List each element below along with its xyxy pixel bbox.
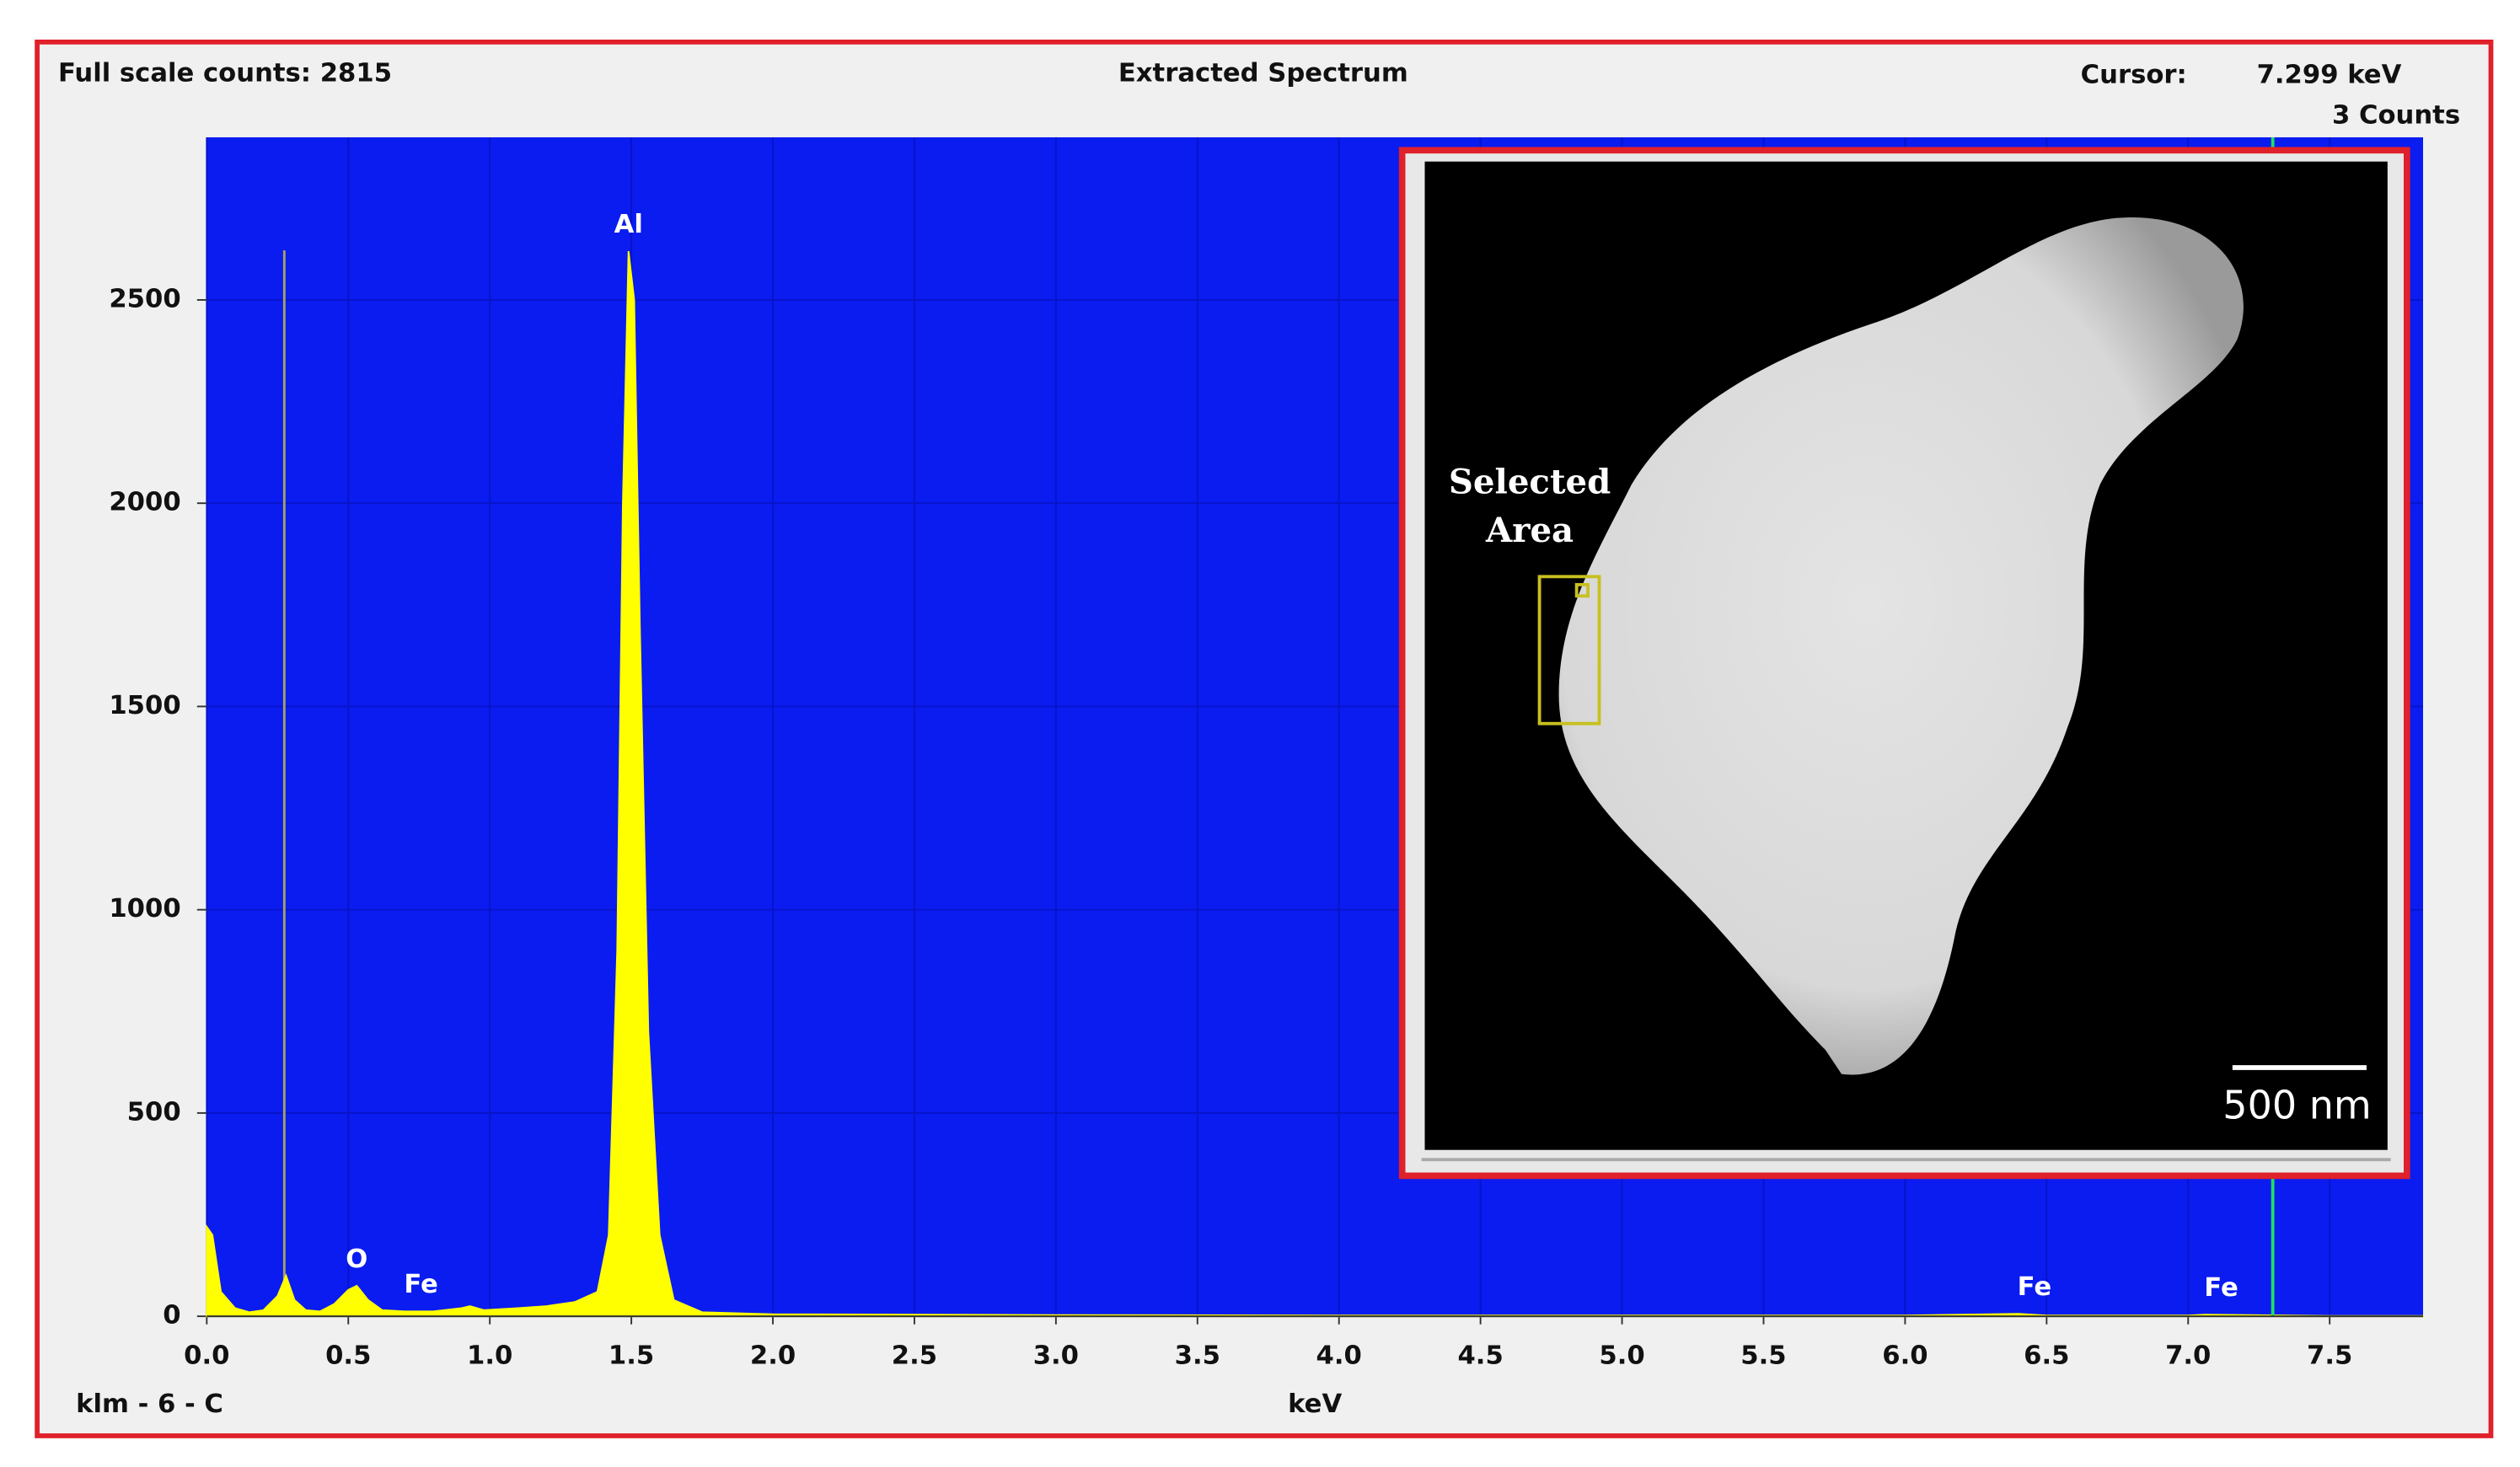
x-tick-label: 2.0: [750, 1341, 796, 1371]
x-tick-label: 5.0: [1599, 1341, 1644, 1371]
y-tick-label: 1500: [109, 691, 180, 720]
x-tick-label: 7.0: [2165, 1341, 2211, 1371]
cursor-label: Cursor:: [2081, 61, 2187, 90]
particle: [1558, 217, 2244, 1075]
y-tick-label: 2000: [109, 488, 180, 517]
peak-label: Fe: [404, 1270, 438, 1299]
inset: Selected Area 500 nm: [1398, 147, 2410, 1180]
x-tick-label: 4.5: [1457, 1341, 1503, 1371]
x-tick-label: 5.5: [1740, 1341, 1786, 1371]
cursor-counts: 3 Counts: [2332, 101, 2460, 131]
cursor-value: 7.299 keV: [2257, 61, 2402, 90]
x-tick-label: 2.5: [892, 1341, 937, 1371]
peak-label: O: [346, 1245, 367, 1274]
x-tick-label: 7.5: [2307, 1341, 2352, 1371]
x-tick-label: 3.0: [1033, 1341, 1079, 1371]
y-tick-label: 1000: [109, 894, 180, 924]
selected-area-box: [1537, 575, 1601, 725]
x-tick-label: 6.5: [2024, 1341, 2069, 1371]
y-tick-label: 0: [163, 1301, 180, 1330]
x-tick-label: 1.0: [467, 1341, 512, 1371]
inset-label: Selected: [1449, 463, 1611, 502]
sample-label: klm - 6 - C: [76, 1389, 223, 1419]
x-tick-label: 1.5: [609, 1341, 654, 1371]
scale-bar-label: 500 nm: [2222, 1082, 2371, 1127]
spectrum: [206, 250, 2424, 1318]
x-tick-label: 4.0: [1316, 1341, 1362, 1371]
inset-label: Area: [1485, 511, 1574, 550]
full-scale: Full scale counts: 2815: [58, 59, 392, 88]
peak-label: Al: [614, 210, 643, 239]
x-tick-label: 0.5: [325, 1341, 371, 1371]
peak-label: Fe: [2018, 1272, 2052, 1302]
y-tick-label: 2500: [109, 284, 180, 313]
x-tick-label: 6.0: [1882, 1341, 1928, 1371]
peak-label: Fe: [2204, 1273, 2239, 1303]
chart-title: Extracted Spectrum: [1118, 59, 1408, 88]
y-tick-label: 500: [127, 1097, 181, 1127]
x-axis-label: keV: [1288, 1389, 1342, 1419]
selected-point: [1574, 582, 1590, 598]
x-tick-label: 0.0: [184, 1341, 229, 1371]
x-tick-label: 3.5: [1175, 1341, 1220, 1371]
